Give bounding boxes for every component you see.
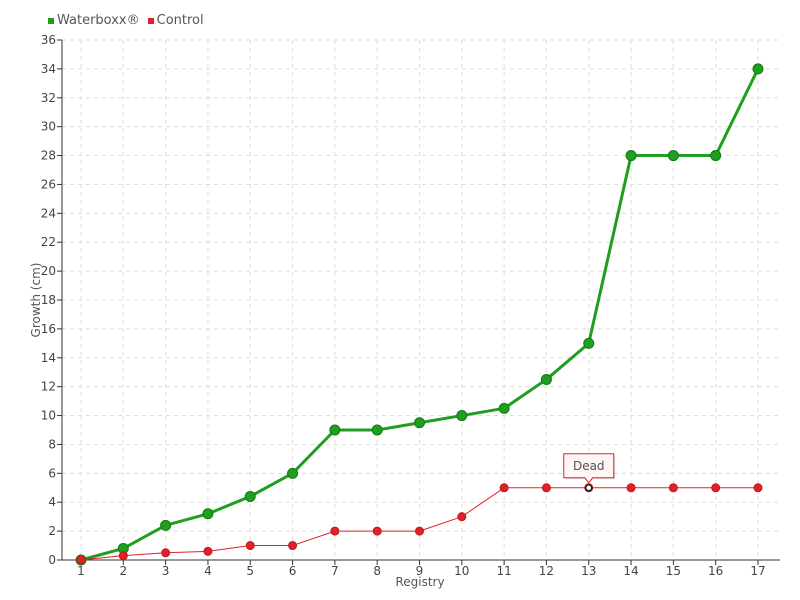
data-point-control[interactable]	[288, 541, 298, 551]
x-tick-label: 14	[623, 564, 638, 578]
data-point-control[interactable]	[711, 483, 721, 493]
data-point-waterboxx[interactable]	[540, 373, 552, 385]
y-tick-label: 28	[41, 149, 56, 163]
data-point-control[interactable]	[245, 541, 255, 551]
y-tick-label: 0	[48, 553, 56, 567]
legend: Waterboxx® Control	[48, 13, 204, 28]
data-point-waterboxx[interactable]	[752, 63, 764, 75]
x-tick-label: 2	[119, 564, 127, 578]
y-tick-label: 20	[41, 264, 56, 278]
x-tick-label: 12	[539, 564, 554, 578]
grid	[62, 39, 780, 560]
x-tick-label: 17	[750, 564, 765, 578]
data-point-control[interactable]	[161, 548, 171, 558]
data-point-control[interactable]	[118, 551, 128, 561]
y-tick-label: 2	[48, 524, 56, 538]
y-tick-label: 24	[41, 206, 56, 220]
x-tick-label: 10	[454, 564, 469, 578]
y-tick-label: 30	[41, 120, 56, 134]
annotations-layer: Dead	[563, 453, 616, 492]
y-tick-label: 26	[41, 177, 56, 191]
y-tick-label: 14	[41, 351, 56, 365]
series-waterboxx	[75, 63, 764, 566]
data-point-control[interactable]	[76, 555, 86, 565]
annotation-box	[563, 453, 615, 484]
x-tick-label: 9	[416, 564, 424, 578]
data-point-waterboxx[interactable]	[202, 508, 214, 520]
y-tick-label: 4	[48, 495, 56, 509]
x-tick-label: 8	[373, 564, 381, 578]
x-tick-label: 7	[331, 564, 339, 578]
data-point-waterboxx[interactable]	[456, 410, 468, 422]
y-tick-label: 22	[41, 235, 56, 249]
data-point-waterboxx[interactable]	[287, 467, 299, 479]
y-tick-label: 10	[41, 409, 56, 423]
x-tick-label: 16	[708, 564, 723, 578]
series-layer	[75, 63, 764, 566]
legend-item-waterboxx[interactable]: Waterboxx®	[48, 13, 140, 28]
annotation-text: Dead	[573, 459, 605, 473]
data-point-waterboxx[interactable]	[498, 402, 510, 414]
data-point-waterboxx[interactable]	[329, 424, 341, 436]
x-tick-label: 4	[204, 564, 212, 578]
data-point-control[interactable]	[626, 483, 636, 493]
data-point-control[interactable]	[753, 483, 763, 493]
data-point-control[interactable]	[415, 526, 424, 536]
x-tick-label: 5	[246, 564, 254, 578]
y-tick-label: 12	[41, 380, 56, 394]
x-tick-label: 15	[666, 564, 681, 578]
data-point-waterboxx[interactable]	[667, 150, 679, 162]
data-point-control[interactable]	[372, 526, 382, 536]
x-tick-label: 13	[581, 564, 596, 578]
y-tick-label: 32	[41, 91, 56, 105]
x-tick-label: 1	[77, 564, 85, 578]
annotation-callout: Dead	[563, 453, 616, 492]
y-tick-label: 8	[48, 437, 56, 451]
legend-label-waterboxx: Waterboxx®	[57, 13, 140, 28]
y-tick-label: 36	[41, 33, 56, 47]
x-tick-label: 11	[496, 564, 511, 578]
data-point-waterboxx[interactable]	[244, 490, 256, 502]
data-point-control[interactable]	[457, 512, 467, 522]
data-point-waterboxx[interactable]	[414, 417, 425, 429]
data-point-control[interactable]	[668, 483, 678, 493]
data-point-control[interactable]	[541, 483, 551, 493]
y-axis-title: Growth (cm)	[29, 263, 43, 338]
x-tick-label: 6	[289, 564, 297, 578]
data-point-waterboxx[interactable]	[583, 337, 595, 349]
legend-item-control[interactable]: Control	[147, 13, 204, 28]
y-tick-label: 18	[41, 293, 56, 307]
data-point-waterboxx[interactable]	[625, 150, 637, 162]
y-tick-label: 16	[41, 322, 56, 336]
x-tick-label: 3	[162, 564, 170, 578]
y-tick-label: 34	[41, 62, 56, 76]
data-point-waterboxx[interactable]	[371, 424, 383, 436]
legend-swatch-control	[147, 17, 154, 24]
data-point-waterboxx[interactable]	[710, 150, 722, 162]
annotation-point	[585, 484, 593, 492]
data-point-control[interactable]	[499, 483, 509, 493]
y-tick-label: 6	[48, 466, 56, 480]
legend-label-control: Control	[156, 13, 204, 28]
data-point-control[interactable]	[203, 546, 213, 556]
legend-swatch-waterboxx	[48, 17, 54, 24]
data-point-waterboxx[interactable]	[160, 519, 172, 531]
x-axis-title: Registry	[395, 575, 444, 589]
data-point-control[interactable]	[330, 526, 340, 536]
